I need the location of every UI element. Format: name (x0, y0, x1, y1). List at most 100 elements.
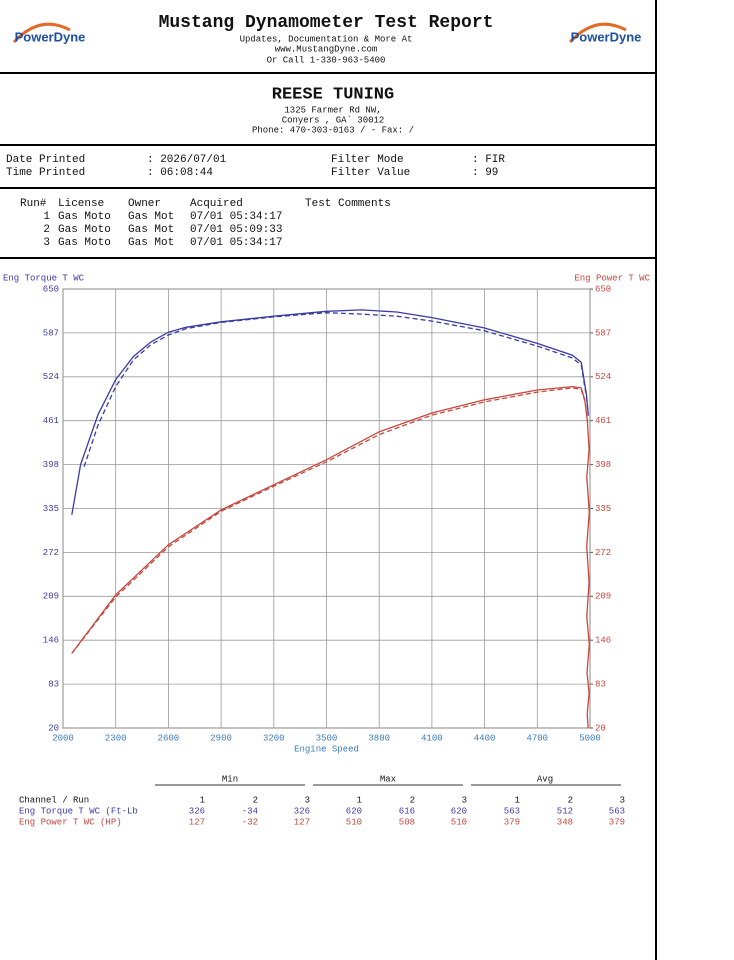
logo-swoosh (12, 22, 71, 44)
y2-tick-label: 587 (595, 328, 611, 338)
summary-value: 127 (294, 817, 310, 827)
y2-tick-label: 461 (595, 416, 611, 426)
x-tick-label: 2600 (158, 733, 180, 743)
y2-tick-label: 272 (595, 548, 611, 558)
runs-cell: Gas Moto (58, 237, 111, 249)
shop-name: REESE TUNING (272, 85, 394, 104)
summary-value: -32 (242, 817, 258, 827)
summary-value: 326 (189, 806, 205, 816)
header-line: www.MustangDyne.com (275, 44, 378, 54)
shop-line: 1325 Farmer Rd NW, (284, 105, 381, 115)
summary-group: Max (380, 774, 396, 784)
summary-channel: Eng Power T WC (HP) (19, 817, 122, 827)
runs-cell: Gas Mot (128, 211, 174, 223)
y-axis-label: Eng Torque T WC (3, 273, 85, 283)
info-text: Filter Mode (331, 154, 404, 166)
x-tick-label: 2900 (210, 733, 232, 743)
summary-channel: Eng Torque T WC (Ft-Lb (19, 806, 138, 816)
runs-header: Test Comments (305, 198, 391, 210)
runs-cell: 2 (43, 224, 50, 236)
y-tick-label: 20 (48, 723, 59, 733)
info-text: : 2026/07/01 (147, 154, 227, 166)
x-tick-label: 4700 (526, 733, 548, 743)
info-text: Time Printed (6, 167, 85, 179)
summary-run: 2 (410, 795, 415, 805)
runs-cell: 07/01 05:09:33 (190, 224, 282, 236)
summary-run: 1 (515, 795, 520, 805)
summary-value: 127 (189, 817, 205, 827)
logo: PowerDyne (15, 29, 86, 44)
y2-tick-label: 650 (595, 284, 611, 294)
summary-group: Min (222, 774, 238, 784)
data-line (71, 309, 589, 515)
y-tick-label: 587 (43, 328, 59, 338)
y-tick-label: 272 (43, 548, 59, 558)
runs-cell: 3 (43, 237, 50, 249)
summary-value: 510 (346, 817, 362, 827)
summary-value: 563 (609, 806, 625, 816)
summary-value: 508 (399, 817, 415, 827)
y2-axis-label: Eng Power T WC (574, 273, 650, 283)
y2-tick-label: 20 (595, 723, 606, 733)
x-tick-label: 4400 (474, 733, 496, 743)
x-axis-label: Engine Speed (294, 744, 359, 754)
info-text: : 06:08:44 (147, 167, 213, 179)
shop-line: Phone: 470-303-0163 / - Fax: / (252, 125, 414, 135)
info-text: : FIR (472, 154, 505, 166)
runs-cell: 07/01 05:34:17 (190, 237, 282, 249)
logo-swoosh (568, 22, 627, 44)
header-line: Updates, Documentation & More At (240, 34, 413, 44)
summary-value: -34 (242, 806, 258, 816)
runs-header: License (58, 198, 104, 210)
y-tick-label: 209 (43, 592, 59, 602)
x-tick-label: 3800 (368, 733, 390, 743)
y-tick-label: 335 (43, 504, 59, 514)
summary-value: 512 (557, 806, 573, 816)
y-tick-label: 83 (48, 679, 59, 689)
x-tick-label: 3500 (316, 733, 338, 743)
info-text: Date Printed (6, 154, 85, 166)
summary-run: 3 (462, 795, 467, 805)
summary-run: 3 (620, 795, 625, 805)
x-tick-label: 2000 (52, 733, 74, 743)
data-line (83, 312, 589, 467)
logo: PowerDyne (571, 29, 642, 44)
runs-header: Acquired (190, 198, 243, 210)
y2-tick-label: 398 (595, 460, 611, 470)
info-text: : 99 (472, 167, 498, 179)
summary-group: Avg (537, 774, 553, 784)
summary-run: 2 (253, 795, 258, 805)
y-tick-label: 146 (43, 636, 59, 646)
y-tick-label: 524 (43, 372, 59, 382)
x-tick-label: 4100 (421, 733, 443, 743)
runs-cell: Gas Mot (128, 237, 174, 249)
y2-tick-label: 83 (595, 679, 606, 689)
runs-cell: Gas Moto (58, 224, 111, 236)
shop-line: Conyers , GA` 30012 (282, 115, 385, 125)
runs-cell: Gas Moto (58, 211, 111, 223)
x-tick-label: 3200 (263, 733, 285, 743)
summary-run: 2 (568, 795, 573, 805)
y-tick-label: 650 (43, 284, 59, 294)
runs-header: Owner (128, 198, 161, 210)
summary-run: 3 (305, 795, 310, 805)
summary-channel-header: Channel / Run (19, 795, 89, 805)
runs-cell: 1 (43, 211, 50, 223)
data-line (71, 387, 586, 654)
runs-cell: Gas Mot (128, 224, 174, 236)
summary-run: 1 (357, 795, 362, 805)
y2-tick-label: 335 (595, 504, 611, 514)
y-tick-label: 461 (43, 416, 59, 426)
y2-tick-label: 524 (595, 372, 611, 382)
runs-header: Run# (20, 198, 47, 210)
summary-value: 379 (504, 817, 520, 827)
info-text: Filter Value (331, 167, 410, 179)
summary-value: 620 (451, 806, 467, 816)
summary-value: 616 (399, 806, 415, 816)
y2-tick-label: 146 (595, 636, 611, 646)
y-tick-label: 398 (43, 460, 59, 470)
summary-value: 326 (294, 806, 310, 816)
